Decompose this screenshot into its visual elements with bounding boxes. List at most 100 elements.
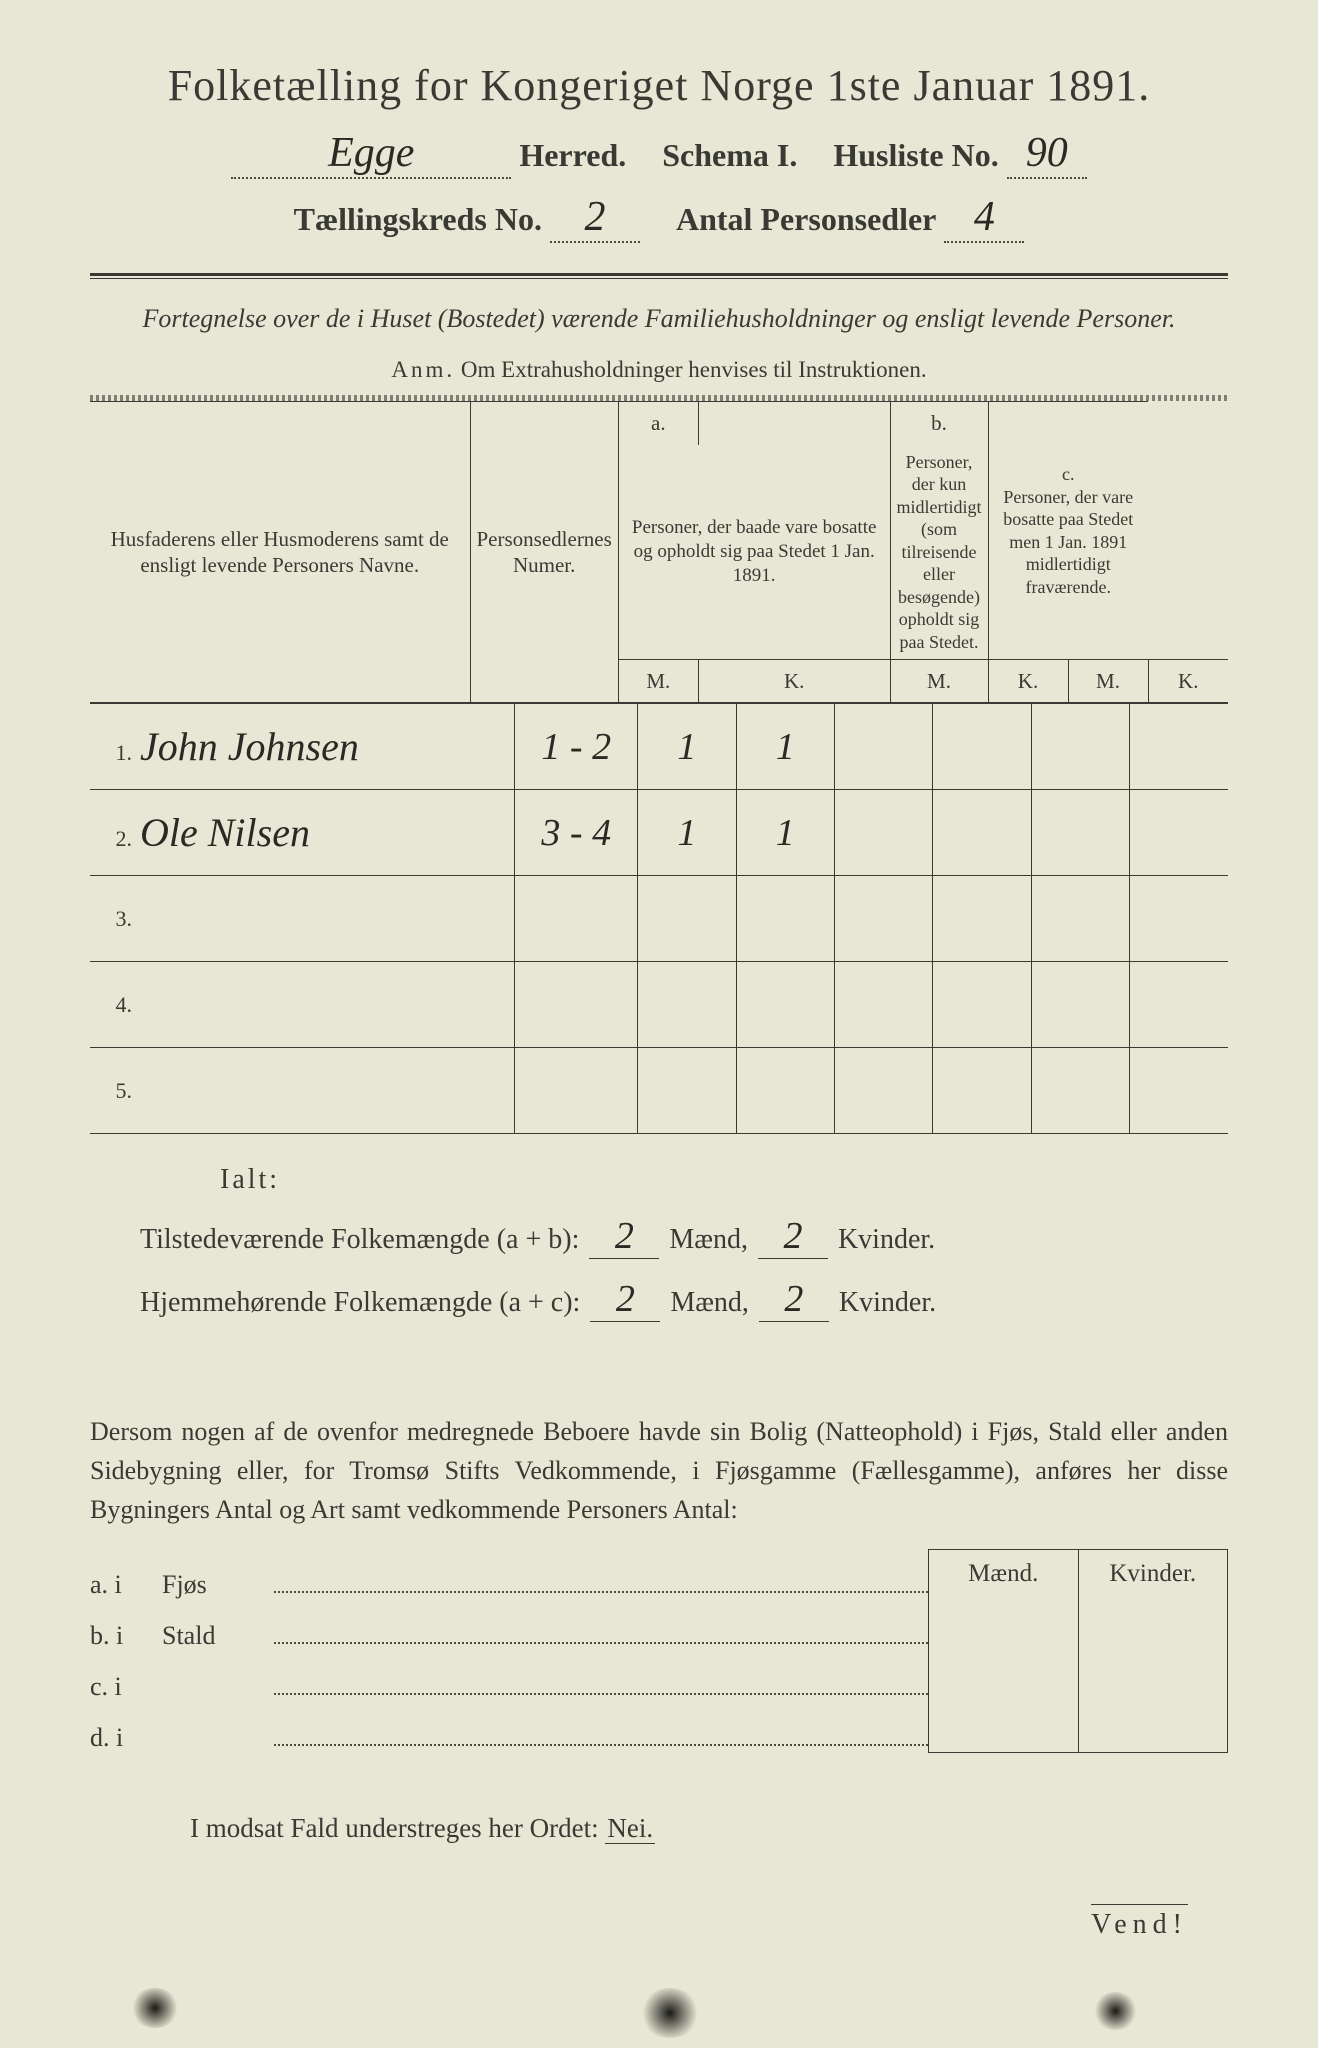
col-header-name: Husfaderens eller Husmoderens samt de en… [90, 402, 470, 703]
col-b-m: M. [890, 660, 988, 703]
ink-stain [1093, 1992, 1138, 2030]
cell-b-k [933, 704, 1031, 790]
cell-name: 5. [90, 1048, 515, 1134]
schema-label: Schema I. [662, 137, 797, 174]
ialt-label: Ialt: [220, 1164, 1228, 1196]
divider-double [90, 273, 1228, 279]
col-header-a-letter: a. [618, 402, 698, 445]
cell-a-k [736, 876, 834, 962]
cell-num: 1 - 2 [515, 704, 638, 790]
cell-a-m: 1 [638, 704, 736, 790]
summary2-k: 2 [784, 1278, 803, 1320]
cell-a-k: 1 [736, 790, 834, 876]
census-table: Husfaderens eller Husmoderens samt de en… [90, 401, 1228, 703]
cell-num [515, 962, 638, 1048]
summary1-m: 2 [615, 1215, 634, 1257]
col-header-number: Personsedlernes Numer. [470, 402, 618, 703]
antal-label: Antal Personsedler [676, 201, 936, 238]
anm-text: Om Extrahusholdninger henvises til Instr… [461, 357, 927, 382]
cell-c-k [1130, 876, 1228, 962]
col-b-k: K. [988, 660, 1068, 703]
table-header-row-1: Husfaderens eller Husmoderens samt de en… [90, 402, 1228, 445]
census-form-page: Folketælling for Kongeriget Norge 1ste J… [0, 0, 1318, 2048]
building-maend-col: Mænd. [929, 1550, 1079, 1752]
cell-a-k [736, 1048, 834, 1134]
ink-stain [130, 1988, 180, 2028]
col-header-a: Personer, der baade vare bosatte og opho… [618, 445, 890, 660]
antal-value: 4 [974, 194, 995, 240]
row-letter: b. i [90, 1621, 150, 1651]
cell-a-m [638, 876, 736, 962]
table-row: 2.Ole Nilsen3 - 411 [90, 790, 1228, 876]
table-row: 3. [90, 876, 1228, 962]
col-a-k: K. [698, 660, 890, 703]
cell-c-k [1130, 1048, 1228, 1134]
cell-c-m [1031, 790, 1129, 876]
census-table-body: 1.John Johnsen1 - 2112.Ole Nilsen3 - 411… [90, 703, 1228, 1134]
antal-field: 4 [944, 193, 1024, 243]
maend-label-2: Mænd, [670, 1287, 749, 1319]
vend-label: Vend! [1091, 1904, 1188, 1941]
cell-b-m [834, 876, 932, 962]
form-subtitle: Fortegnelse over de i Huset (Bostedet) v… [90, 301, 1228, 337]
cell-c-m [1031, 704, 1129, 790]
col-header-c: c. Personer, der vare bosatte paa Stedet… [988, 402, 1148, 660]
cell-b-k [933, 962, 1031, 1048]
cell-c-k [1130, 962, 1228, 1048]
herred-label: Herred. [519, 137, 626, 174]
building-row: d. i [90, 1720, 928, 1753]
building-row: c. i [90, 1669, 928, 1702]
table-row: 5. [90, 1048, 1228, 1134]
col-c-k: K. [1148, 660, 1228, 703]
table-row: 4. [90, 962, 1228, 1048]
cell-name: 3. [90, 876, 515, 962]
cell-a-m: 1 [638, 790, 736, 876]
summary1-label: Tilstedeværende Folkemængde (a + b): [140, 1224, 579, 1256]
kreds-label: Tællingskreds No. [294, 201, 542, 238]
summary2-m-field: 2 [590, 1277, 660, 1322]
building-table: a. iFjøsb. iStaldc. id. i Mænd. Kvinder. [90, 1549, 1228, 1753]
cell-b-m [834, 962, 932, 1048]
modsat-text: I modsat Fald understreges her Ordet: [190, 1813, 599, 1843]
summary1-k-field: 2 [758, 1214, 828, 1259]
cell-num [515, 876, 638, 962]
page-title: Folketælling for Kongeriget Norge 1ste J… [90, 60, 1228, 111]
summary2-k-field: 2 [759, 1277, 829, 1322]
row-dots [274, 1669, 928, 1695]
herred-field: Egge [231, 129, 511, 179]
cell-b-m [834, 704, 932, 790]
summary2-m: 2 [616, 1278, 635, 1320]
cell-b-k [933, 1048, 1031, 1134]
summary-line-2: Hjemmehørende Folkemængde (a + c): 2 Mæn… [140, 1277, 1228, 1322]
row-letter: d. i [90, 1723, 150, 1753]
husliste-field: 90 [1007, 129, 1087, 179]
summary2-label: Hjemmehørende Folkemængde (a + c): [140, 1287, 580, 1319]
cell-b-m [834, 1048, 932, 1134]
husliste-value: 90 [1026, 130, 1068, 176]
cell-b-k [933, 876, 1031, 962]
building-list: a. iFjøsb. iStaldc. id. i [90, 1549, 928, 1753]
cell-c-m [1031, 876, 1129, 962]
row-name: Fjøs [162, 1570, 262, 1600]
cell-num [515, 1048, 638, 1134]
ink-stain [640, 1988, 700, 2038]
cell-c-k [1130, 704, 1228, 790]
cell-c-m [1031, 962, 1129, 1048]
summary1-k: 2 [783, 1215, 802, 1257]
kreds-value: 2 [584, 194, 605, 240]
row-letter: c. i [90, 1672, 150, 1702]
annotation-line: Anm. Om Extrahusholdninger henvises til … [90, 357, 1228, 383]
building-row: b. i Stald [90, 1618, 928, 1651]
building-paragraph: Dersom nogen af de ovenfor medregnede Be… [90, 1412, 1228, 1529]
kvinder-label: Kvinder. [838, 1224, 935, 1256]
col-c-m: M. [1068, 660, 1148, 703]
cell-a-k [736, 962, 834, 1048]
cell-b-m [834, 790, 932, 876]
row-dots [274, 1720, 928, 1746]
row-name: Stald [162, 1621, 262, 1651]
modsat-line: I modsat Fald understreges her Ordet: Ne… [190, 1813, 1228, 1844]
summary-line-1: Tilstedeværende Folkemængde (a + b): 2 M… [140, 1214, 1228, 1259]
header-line-2: Egge Herred. Schema I. Husliste No. 90 [90, 129, 1228, 179]
summary1-m-field: 2 [589, 1214, 659, 1259]
kvinder-label-2: Kvinder. [839, 1287, 936, 1319]
